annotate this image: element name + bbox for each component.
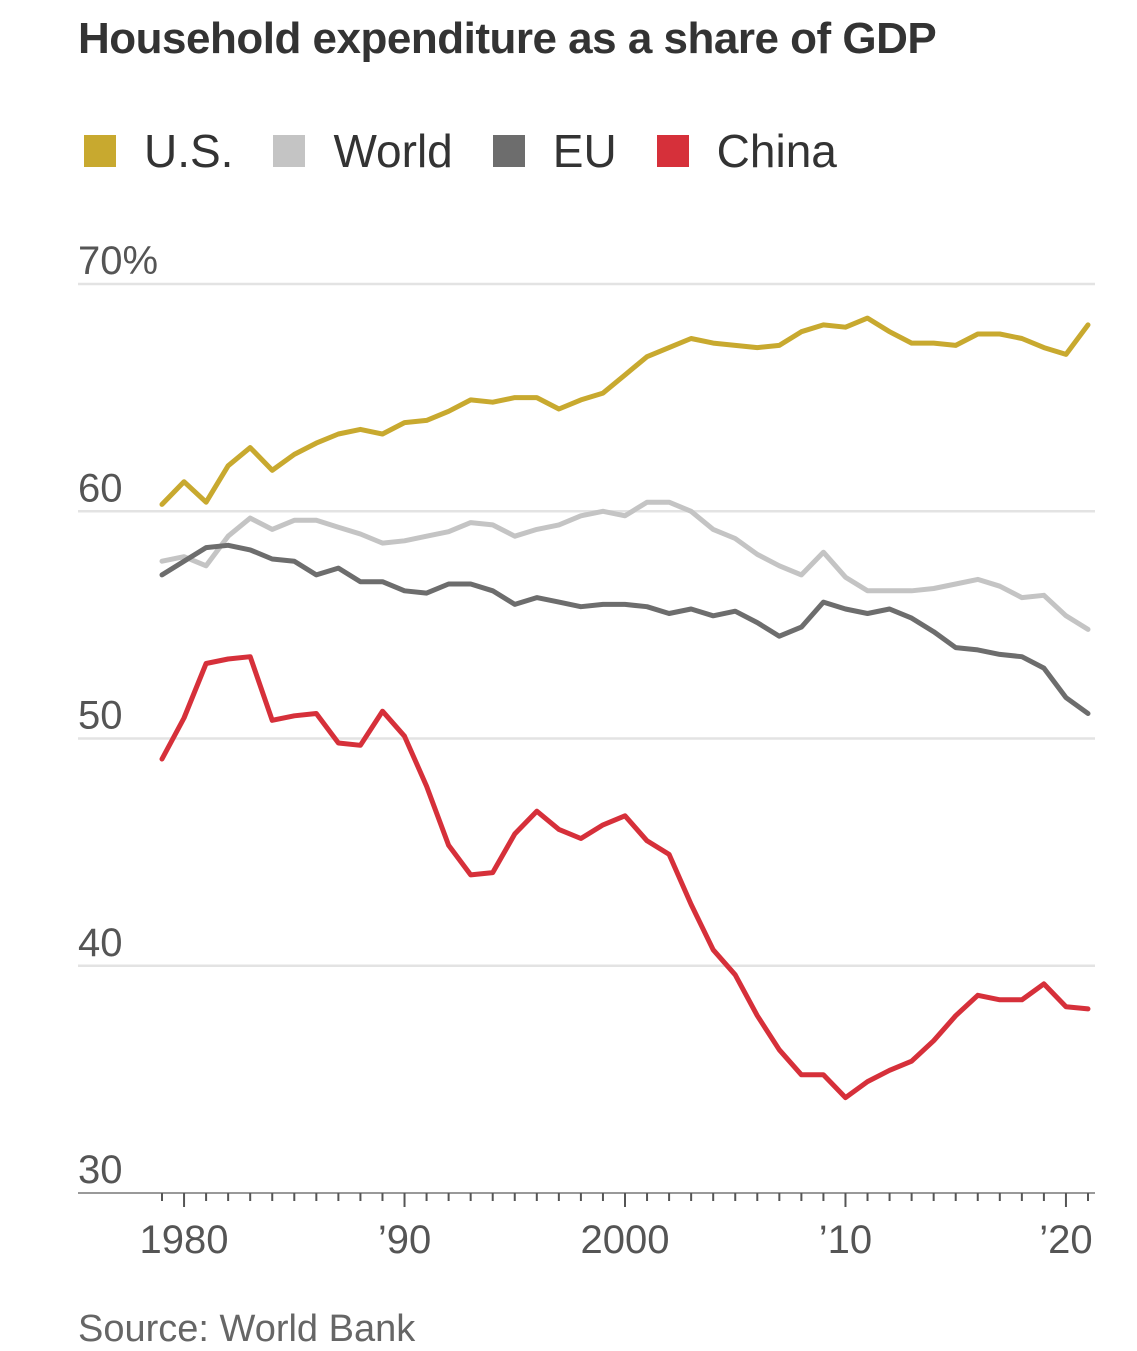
series-line-world bbox=[159, 499, 1091, 632]
legend-item-world: World bbox=[273, 124, 453, 178]
chart-title: Household expenditure as a share of GDP bbox=[78, 14, 937, 63]
legend-label-eu: EU bbox=[552, 125, 617, 177]
legend: U.S. World EU China bbox=[84, 124, 877, 178]
x-tick-label-2010: ’10 bbox=[819, 1218, 872, 1262]
legend-swatch-us bbox=[84, 135, 116, 167]
y-tick-label-60: 60 bbox=[78, 466, 123, 510]
legend-item-us: U.S. bbox=[84, 124, 233, 178]
legend-label-china: China bbox=[716, 125, 837, 177]
series-line-us bbox=[159, 315, 1091, 507]
line-chart: 70% 60 50 40 30 1980 ’90 2000 ’10 ’20 bbox=[78, 239, 1095, 1262]
x-tick-label-1990: ’90 bbox=[378, 1218, 431, 1262]
legend-item-china: China bbox=[656, 124, 837, 178]
y-tick-label-40: 40 bbox=[78, 921, 123, 965]
source-note: Source: World Bank bbox=[78, 1308, 416, 1350]
x-tick-label-2000: 2000 bbox=[581, 1218, 670, 1262]
series-line-china bbox=[159, 654, 1091, 1101]
legend-swatch-china bbox=[656, 135, 689, 167]
legend-label-world: World bbox=[333, 125, 453, 177]
series-line-eu bbox=[159, 542, 1091, 716]
legend-label-us: U.S. bbox=[144, 125, 234, 177]
legend-swatch-world bbox=[273, 135, 306, 167]
y-tick-label-70: 70% bbox=[78, 239, 158, 283]
y-tick-label-50: 50 bbox=[78, 694, 123, 738]
x-tick-label-1980: 1980 bbox=[140, 1218, 229, 1262]
x-tick-label-2020: ’20 bbox=[1039, 1218, 1092, 1262]
legend-swatch-eu bbox=[492, 135, 525, 167]
legend-item-eu: EU bbox=[492, 124, 617, 178]
y-tick-label-30: 30 bbox=[78, 1148, 123, 1192]
